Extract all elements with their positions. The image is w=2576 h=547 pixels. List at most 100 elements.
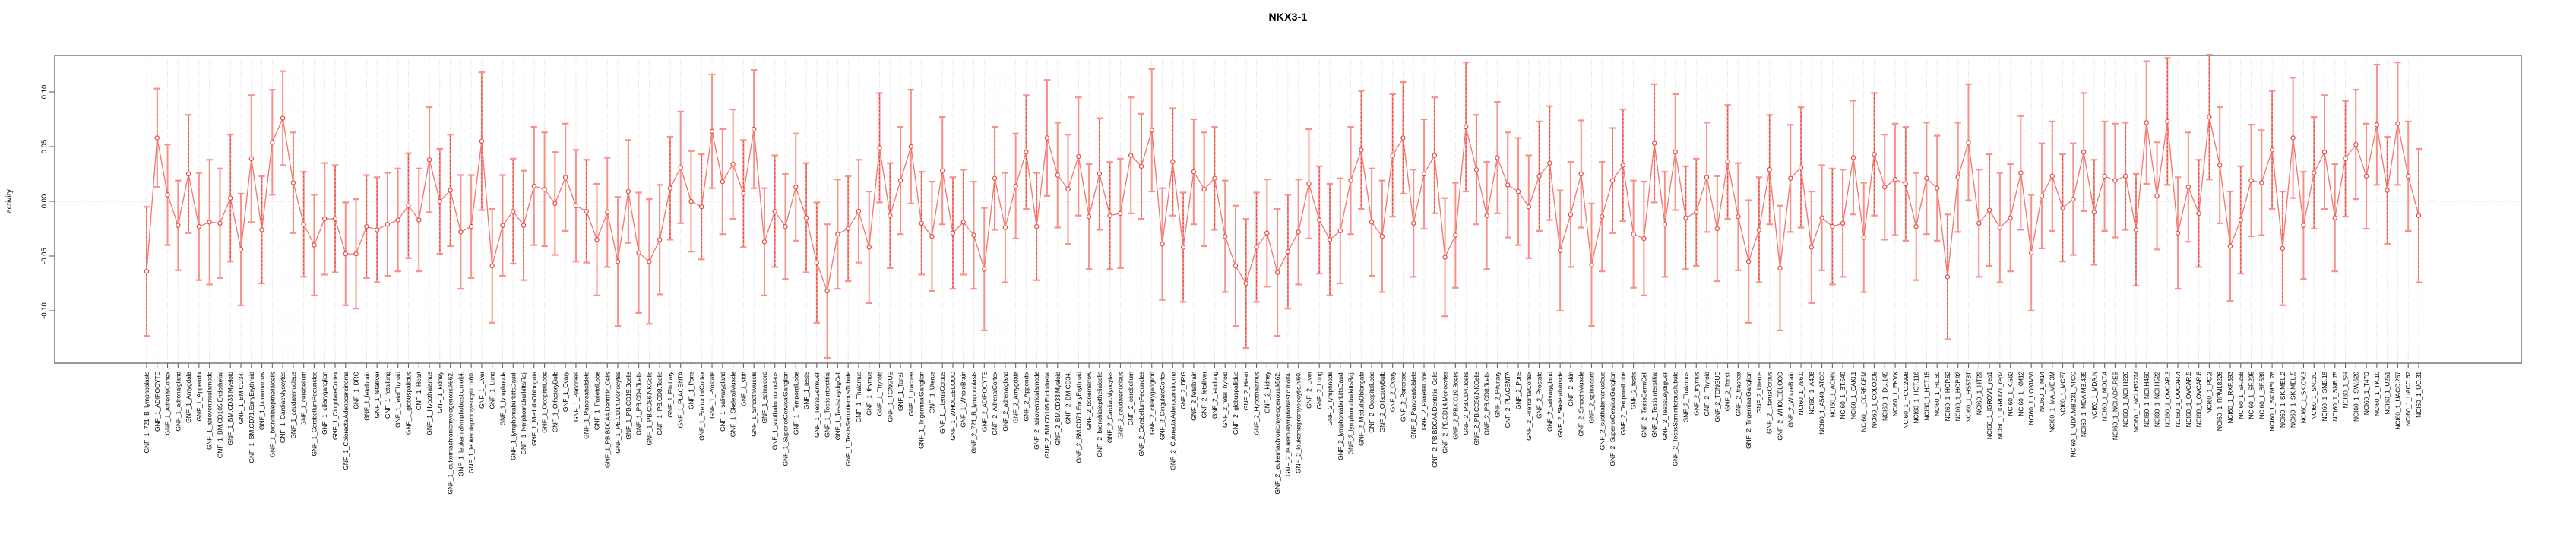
data-point (1432, 153, 1437, 158)
x-tick-label: GNF_1_721_B_lymphoblasts (143, 372, 150, 453)
data-point (1882, 185, 1888, 190)
x-tick-label: NCI60_1_HOP.92 (1954, 372, 1962, 422)
x-tick-label: NCI60_1_DU.145 (1881, 372, 1888, 421)
data-point (1306, 181, 1312, 187)
data-point (1913, 223, 1919, 229)
data-point (2353, 141, 2359, 147)
x-tick-label: GNF_1_Tonsil (897, 372, 904, 411)
x-tick-label: GNF_1_Uterus (928, 372, 935, 413)
data-point (1840, 220, 1846, 226)
x-tick-label: NCI60_1_SR (2342, 372, 2350, 409)
x-tick-label: GNF_1_ParietalLobe (593, 372, 600, 431)
x-tick-label: NCI60_1_A498 (1808, 372, 1815, 415)
data-point (479, 138, 485, 144)
x-tick-label: GNF_1_CerebellumPeduncles (310, 372, 318, 457)
data-point (2301, 223, 2306, 228)
data-point (1484, 213, 1489, 218)
data-point (2207, 114, 2212, 120)
data-point (1976, 220, 1982, 226)
x-tick-label: GNF_2_Thyroid (1703, 372, 1710, 416)
data-point (688, 198, 694, 204)
data-point (1107, 213, 1112, 218)
x-tick-label: NCI60_1_SW.620 (2352, 372, 2359, 422)
data-point (1149, 128, 1154, 133)
x-tick-label: GNF_2_BM.CD105.Endothelial (1043, 372, 1051, 458)
data-point (2363, 173, 2369, 179)
data-point (741, 191, 746, 197)
data-point (1390, 153, 1395, 158)
x-tick-label: NCI60_1_MDA.MB.231_ATCC (2069, 372, 2077, 457)
data-point (2039, 193, 2045, 198)
x-tick-label: NCI60_1_MOLT.4 (2101, 372, 2109, 422)
series-line (146, 116, 2419, 293)
data-point (1223, 233, 1228, 239)
x-tick-label: NCI60_1_UO.31 (2415, 372, 2423, 418)
data-point (1651, 141, 1657, 146)
data-point (531, 183, 537, 189)
data-point (1547, 160, 1552, 166)
data-point (678, 165, 683, 170)
data-point (280, 115, 286, 121)
x-tick-label: GNF_1_DRG (353, 372, 360, 409)
x-tick-label: GNF_1_atrioventricularnode (206, 372, 214, 450)
data-point (1180, 245, 1186, 250)
data-point (1453, 232, 1458, 238)
data-point (248, 156, 254, 162)
x-tick-label: GNF_1_CingulateCortex (331, 371, 339, 440)
x-tick-label: GNF_1_Liver (478, 372, 486, 409)
data-point (2196, 210, 2201, 217)
data-point (1924, 175, 1929, 181)
x-tick-label: GNF_1_fetalbrain (362, 372, 370, 421)
data-point (2122, 173, 2128, 179)
x-tick-label: GNF_2_Appendix (1022, 371, 1030, 421)
x-tick-label: NCI60_1_K.562 (2007, 372, 2014, 416)
x-tick-label: NCI60_1_IGROV1_rep1 (1986, 372, 1993, 440)
x-tick-label: GNF_2_Tonsil (1724, 372, 1732, 411)
data-point (1285, 249, 1291, 255)
data-point (165, 192, 170, 198)
x-tick-label: NCI60_1_SF.295 (2248, 372, 2255, 419)
x-tick-label: NCI60_1_HCC.2998 (1902, 372, 1910, 429)
data-point (1997, 225, 2003, 230)
x-tick-label: GNF_1_TrigeminalGanglion (918, 372, 926, 449)
data-point (888, 213, 893, 218)
x-tick-label: NCI60_1_MDA.MB.435 (2080, 372, 2087, 438)
x-tick-label: GNF_1_TestisLeydigCell (834, 372, 841, 441)
x-tick-label: GNF_2_fetallung (1210, 372, 1218, 419)
data-point (1745, 259, 1752, 264)
data-point (2028, 250, 2034, 255)
x-tick-label: GNF_1_leukemiachronicmyelogenous.k562. (447, 372, 454, 495)
data-point (238, 247, 244, 252)
data-point (1662, 222, 1668, 227)
x-tick-label: GNF_1_MedullaOblongata (530, 372, 538, 446)
data-point (1097, 171, 1103, 177)
x-tick-label: GNF_1_Prostate (708, 372, 716, 419)
x-tick-label: NCI60_1_A549_ATCC (1818, 372, 1826, 435)
y-tick-label: 0.05 (40, 140, 49, 154)
data-point (500, 223, 505, 228)
data-point (803, 215, 809, 220)
data-point (584, 208, 589, 214)
data-point (699, 204, 704, 210)
y-tick-label: -0.10 (40, 302, 49, 319)
x-tick-label: GNF_1_BM.CD33.Myeloid (226, 372, 234, 446)
data-point (2416, 213, 2422, 218)
data-point (322, 216, 328, 222)
x-tick-label: NCI60_1_OVCAR.4 (2174, 372, 2182, 428)
data-point (448, 188, 453, 193)
data-point (2374, 122, 2380, 128)
x-tick-label: GNF_2_SmoothMuscle (1578, 372, 1585, 437)
data-point (1212, 175, 1217, 181)
x-tick-label: GNF_2_Pancreas (1399, 372, 1407, 422)
x-tick-label: GNF_1_skin (739, 372, 747, 406)
x-tick-label: NCI60_1_SF.268 (2237, 372, 2245, 419)
data-point (2060, 205, 2065, 210)
x-tick-label: GNF_1_Ovary (562, 371, 569, 412)
data-point (919, 220, 924, 226)
x-tick-label: GNF_1_OccipitalLobe (541, 372, 549, 433)
data-point (573, 203, 579, 208)
x-tick-label: GNF_1_PB.CD56.NKCells (645, 372, 653, 445)
data-point (1233, 263, 1239, 269)
x-tick-label: GNF_2_kidney (1263, 371, 1271, 413)
data-point (1725, 159, 1730, 165)
